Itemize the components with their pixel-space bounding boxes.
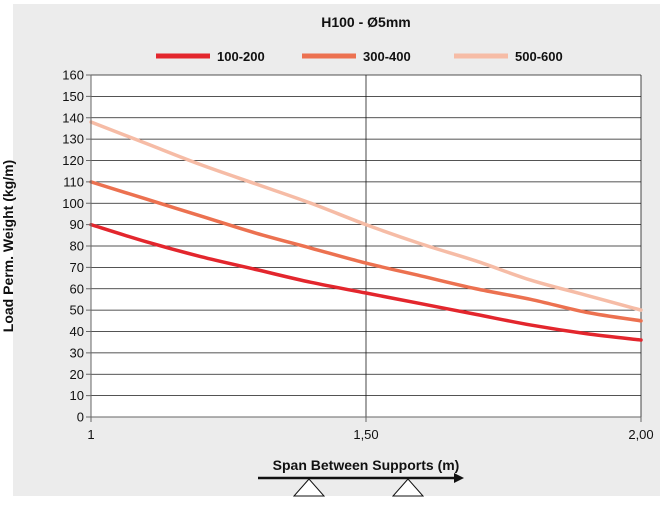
legend: 100-200 300-400 500-600 — [156, 49, 563, 64]
y-tick-label-100: 100 — [62, 196, 84, 211]
series-line-300-400 — [89, 180, 643, 323]
support-right-icon — [391, 478, 425, 497]
y-tick-label-120: 120 — [62, 153, 84, 168]
y-tick-label-90: 90 — [70, 217, 84, 232]
y-tick-label-150: 150 — [62, 89, 84, 104]
y-tick-label-160: 160 — [62, 68, 84, 83]
y-tick-label-40: 40 — [70, 324, 84, 339]
support-left-icon — [292, 478, 326, 497]
y-tick-label-130: 130 — [62, 132, 84, 147]
y-tick-label-10: 10 — [70, 388, 84, 403]
y-tick-label-0: 0 — [77, 410, 84, 425]
y-tick-label-20: 20 — [70, 367, 84, 382]
y-tick-label-30: 30 — [70, 345, 84, 360]
series-line-100-200 — [89, 222, 643, 342]
y-axis-title: Load Perm. Weight (kg/m) — [0, 160, 16, 332]
legend-label-300-400: 300-400 — [363, 49, 411, 64]
legend-label-100-200: 100-200 — [217, 49, 265, 64]
chart-title: H100 - Ø5mm — [321, 14, 410, 30]
y-tick-label-70: 70 — [70, 260, 84, 275]
y-tick-label-50: 50 — [70, 303, 84, 318]
x-tick-label-2: 2,00 — [628, 427, 653, 442]
y-tick-label-110: 110 — [63, 174, 84, 189]
y-tick-label-60: 60 — [70, 281, 84, 296]
span-supports-diagram — [258, 473, 464, 497]
span-arrow-head — [454, 473, 464, 483]
series-lines — [89, 120, 643, 342]
series-line-500-600 — [89, 120, 643, 312]
y-tick-label-80: 80 — [70, 239, 84, 254]
x-tick-label-1: 1,50 — [353, 427, 378, 442]
y-tick-label-140: 140 — [62, 110, 84, 125]
y-tick-labels: 0 10 20 30 40 50 60 70 80 90 100 110 120 130 140 150 160 — [62, 68, 91, 425]
x-tick-label-0: 1 — [87, 427, 94, 442]
x-axis-title: Span Between Supports (m) — [273, 457, 460, 473]
legend-label-500-600: 500-600 — [515, 49, 563, 64]
grid — [91, 74, 642, 417]
x-tick-labels: 1 1,50 2,00 — [87, 417, 654, 442]
